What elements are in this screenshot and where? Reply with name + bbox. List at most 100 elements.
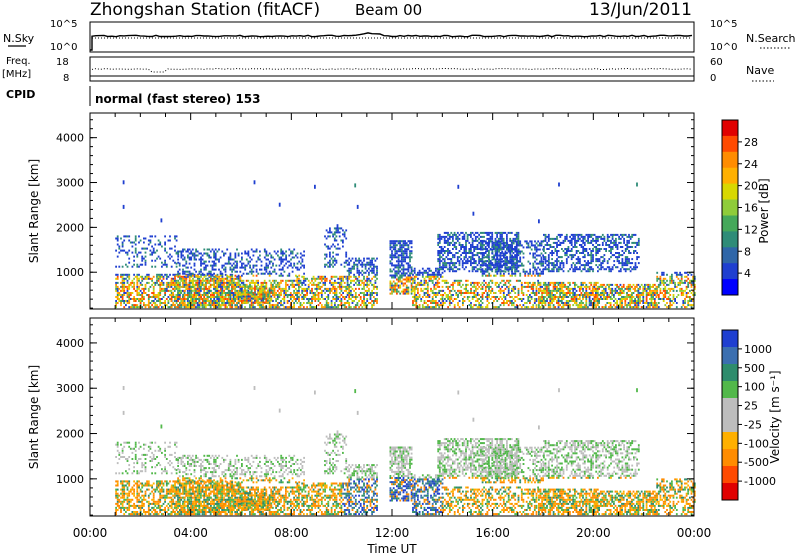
data-cell: [465, 252, 467, 254]
data-cell: [329, 261, 331, 264]
data-cell: [182, 300, 184, 302]
data-cell: [485, 242, 487, 245]
data-cell: [359, 259, 362, 262]
data-cell: [216, 258, 219, 261]
data-cell: [299, 304, 302, 307]
data-cell: [353, 283, 355, 286]
data-cell: [494, 264, 497, 267]
data-cell: [394, 246, 397, 249]
data-cell: [224, 252, 227, 255]
data-cell: [154, 283, 157, 286]
data-cell: [444, 279, 446, 282]
data-cell: [517, 231, 520, 234]
data-cell: [180, 298, 183, 300]
data-cell: [139, 239, 142, 242]
data-cell: [575, 233, 578, 236]
data-cell: [366, 279, 369, 282]
data-cell: [456, 235, 459, 238]
data-cell: [407, 274, 410, 277]
data-cell: [407, 256, 410, 259]
data-cell: [402, 242, 405, 245]
data-cell: [369, 292, 372, 294]
data-cell: [405, 250, 408, 253]
data-cell: [366, 275, 369, 278]
data-cell: [441, 275, 444, 278]
data-cell: [342, 277, 344, 280]
data-cell: [522, 268, 525, 271]
data-cell: [529, 285, 531, 288]
data-cell: [295, 254, 297, 257]
data-cell: [350, 271, 352, 274]
data-cell: [167, 255, 170, 258]
data-cell: [491, 281, 494, 284]
data-cell: [245, 295, 248, 298]
data-cell: [489, 266, 492, 269]
data-cell: [236, 260, 238, 263]
data-cell: [237, 302, 240, 304]
data-cell: [329, 259, 331, 262]
data-cell: [453, 281, 456, 284]
data-cell: [228, 292, 230, 294]
data-cell: [224, 266, 227, 269]
data-cell: [409, 264, 411, 267]
data-cell: [126, 285, 129, 288]
data-cell: [201, 283, 204, 286]
data-cell: [165, 263, 168, 266]
data-cell: [529, 300, 531, 302]
data-cell: [470, 262, 472, 265]
data-cell: [350, 267, 352, 270]
data-cell: [437, 258, 440, 261]
data-cell: [559, 300, 561, 302]
data-cell: [547, 285, 550, 288]
data-cell: [389, 244, 392, 247]
data-cell: [116, 273, 119, 276]
data-cell: [128, 285, 131, 288]
data-cell: [283, 292, 286, 294]
data-cell: [443, 246, 446, 248]
data-cell: [585, 292, 588, 294]
data-cell: [489, 248, 492, 251]
data-cell: [134, 249, 137, 252]
data-cell: [157, 292, 160, 294]
data-cell: [317, 277, 320, 280]
data-cell: [275, 272, 278, 275]
data-cell: [501, 254, 504, 257]
data-cell: [141, 255, 144, 258]
data-cell: [227, 289, 230, 292]
data-cell: [227, 294, 230, 296]
data-cell: [475, 285, 477, 288]
data-cell: [324, 287, 326, 290]
data-cell: [234, 277, 237, 280]
data-cell: [316, 294, 318, 296]
data-cell: [402, 252, 405, 255]
data-cell: [376, 298, 378, 300]
data-cell: [272, 283, 274, 286]
data-cell: [218, 298, 220, 300]
data-cell: [501, 250, 504, 253]
data-cell: [417, 283, 419, 286]
data-cell: [538, 281, 540, 284]
data-cell: [556, 302, 558, 304]
data-cell: [162, 302, 165, 304]
data-cell: [515, 268, 518, 271]
data-cell: [257, 296, 259, 298]
data-cell: [407, 292, 410, 295]
data-cell: [157, 298, 160, 300]
data-cell: [335, 235, 338, 238]
data-cell: [551, 296, 553, 298]
data-cell: [281, 298, 284, 300]
data-cell: [494, 281, 497, 284]
data-cell: [136, 294, 139, 296]
data-cell: [456, 258, 459, 261]
data-cell: [319, 292, 322, 294]
data-cell: [479, 264, 482, 267]
data-cell: [151, 300, 153, 302]
data-cell: [400, 248, 403, 251]
data-cell: [504, 281, 507, 284]
data-cell: [293, 296, 295, 298]
data-cell: [298, 298, 300, 300]
data-cell: [139, 300, 142, 302]
data-cell: [458, 268, 461, 271]
data-cell: [443, 260, 446, 263]
data-cell: [431, 298, 434, 300]
